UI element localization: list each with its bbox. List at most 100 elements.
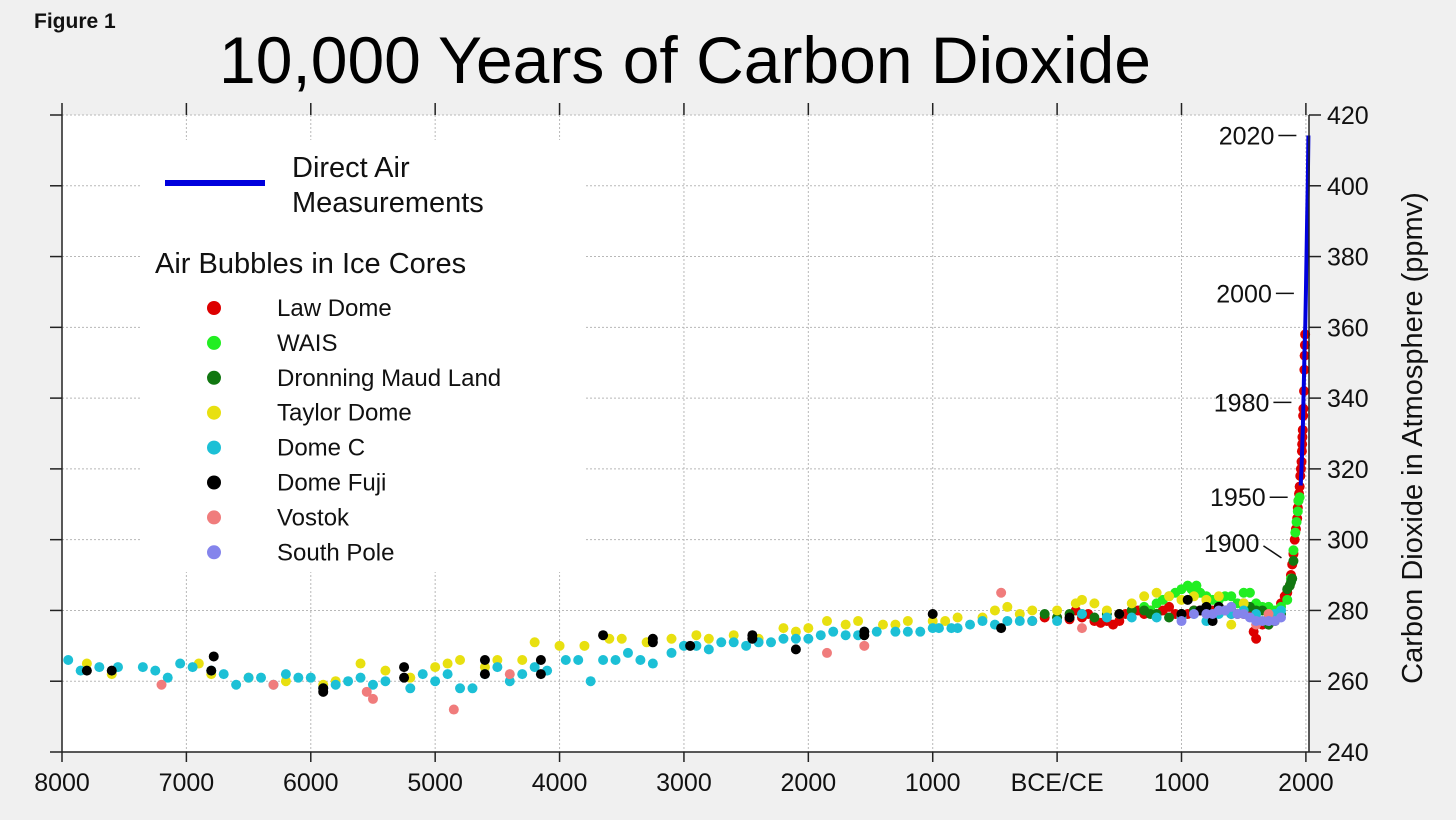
figure-label: Figure 1 [34, 10, 116, 33]
point-dome-c [293, 672, 304, 683]
point-law-dome [1164, 601, 1175, 612]
legend-label-direct-air-2: Measurements [292, 187, 484, 219]
point-dome-fuji [1176, 608, 1187, 619]
point-dome-c [175, 658, 186, 669]
legend-label-dronning-maud-land: Dronning Maud Land [277, 365, 501, 392]
point-dome-fuji [747, 633, 758, 644]
y-tick-label: 280 [1327, 597, 1369, 625]
point-taylor-dome [1238, 598, 1249, 609]
point-taylor-dome [890, 619, 901, 630]
point-dome-c [504, 676, 515, 687]
point-dome-fuji [996, 623, 1007, 634]
point-vostok [448, 704, 459, 715]
annotation-year: 1950 [1210, 484, 1266, 512]
point-dome-c [280, 669, 291, 680]
point-taylor-dome [1014, 608, 1025, 619]
point-dome-c [243, 672, 254, 683]
y-tick-label: 260 [1327, 668, 1369, 696]
point-taylor-dome [1151, 587, 1162, 598]
annotation-year: 1900 [1204, 530, 1260, 558]
point-taylor-dome [1027, 605, 1038, 616]
point-taylor-dome [803, 623, 814, 634]
point-dome-c [828, 626, 839, 637]
point-dome-c [766, 637, 777, 648]
point-dome-c [815, 630, 826, 641]
point-dome-c [585, 676, 596, 687]
point-taylor-dome [927, 616, 938, 627]
point-dome-c [305, 672, 316, 683]
point-dome-c [1101, 612, 1112, 623]
x-tick-label: 6000 [283, 769, 339, 797]
point-wais [1282, 594, 1293, 605]
point-south-pole [1176, 616, 1187, 627]
y-tick-label: 400 [1327, 173, 1369, 201]
point-dome-c [1002, 616, 1013, 627]
point-taylor-dome [853, 616, 864, 627]
point-dome-fuji [790, 644, 801, 655]
legend-label-wais: WAIS [277, 330, 337, 357]
point-wais [1292, 506, 1303, 517]
point-taylor-dome [1201, 594, 1212, 605]
point-dronning-maud-land [1089, 612, 1100, 623]
point-taylor-dome [517, 654, 528, 665]
point-dome-c [355, 672, 366, 683]
legend-box [140, 140, 585, 572]
point-taylor-dome [1052, 605, 1063, 616]
point-taylor-dome [902, 616, 913, 627]
point-dome-fuji [106, 665, 117, 676]
y-tick-label: 300 [1327, 527, 1369, 555]
point-taylor-dome [728, 630, 739, 641]
x-tick-label: 4000 [532, 769, 588, 797]
point-dome-c [1014, 616, 1025, 627]
legend-marker-taylor-dome [207, 405, 221, 420]
point-vostok [361, 686, 372, 697]
point-taylor-dome [380, 665, 391, 676]
point-dronning-maud-land [1287, 573, 1298, 584]
point-wais [1290, 527, 1301, 538]
y-tick-label: 420 [1327, 102, 1369, 130]
point-taylor-dome [778, 623, 789, 634]
point-dome-fuji [479, 669, 490, 680]
point-taylor-dome [442, 658, 453, 669]
point-dome-c [703, 644, 714, 655]
point-taylor-dome [1002, 601, 1013, 612]
point-vostok [1263, 608, 1274, 619]
axes: 8000 7000 6000 5000 4000 3000 2000 1000 BCE/CE 10… [34, 102, 1369, 797]
point-dome-c [790, 633, 801, 644]
point-dome-c [1151, 612, 1162, 623]
y-axis-label: Carbon Dioxide in Atmosphere (ppmv) [1397, 192, 1429, 684]
point-taylor-dome [1226, 619, 1237, 630]
point-dome-c [455, 683, 466, 694]
x-tick-label: 3000 [656, 769, 712, 797]
point-dome-fuji [318, 683, 329, 694]
point-taylor-dome [989, 605, 1000, 616]
point-dome-c [380, 676, 391, 687]
legend-marker-dome-c [207, 440, 221, 455]
point-dome-fuji [535, 654, 546, 665]
point-dome-fuji [1182, 594, 1193, 605]
x-tick-label: 5000 [407, 769, 463, 797]
point-dome-c [647, 658, 658, 669]
point-taylor-dome [821, 616, 832, 627]
point-dome-c [890, 626, 901, 637]
y-tick-label: 360 [1327, 314, 1369, 342]
point-dome-c [231, 679, 242, 690]
legend-label-direct-air-1: Direct Air [292, 152, 410, 184]
point-dome-c [977, 616, 988, 627]
point-taylor-dome [492, 654, 503, 665]
point-dome-c [610, 654, 621, 665]
y-tick-label: 320 [1327, 456, 1369, 484]
point-wais [1294, 492, 1305, 503]
legend-label-law-dome: Law Dome [277, 295, 392, 322]
point-dronning-maud-land [1126, 605, 1137, 616]
point-taylor-dome [703, 633, 714, 644]
point-dome-c [1126, 612, 1137, 623]
point-taylor-dome [1164, 591, 1175, 602]
point-dome-c [467, 683, 478, 694]
point-taylor-dome [1101, 605, 1112, 616]
point-dome-c [63, 654, 74, 665]
point-dome-c [778, 633, 789, 644]
point-dome-c [871, 626, 882, 637]
point-dome-fuji [206, 665, 217, 676]
point-dome-c [137, 662, 148, 673]
